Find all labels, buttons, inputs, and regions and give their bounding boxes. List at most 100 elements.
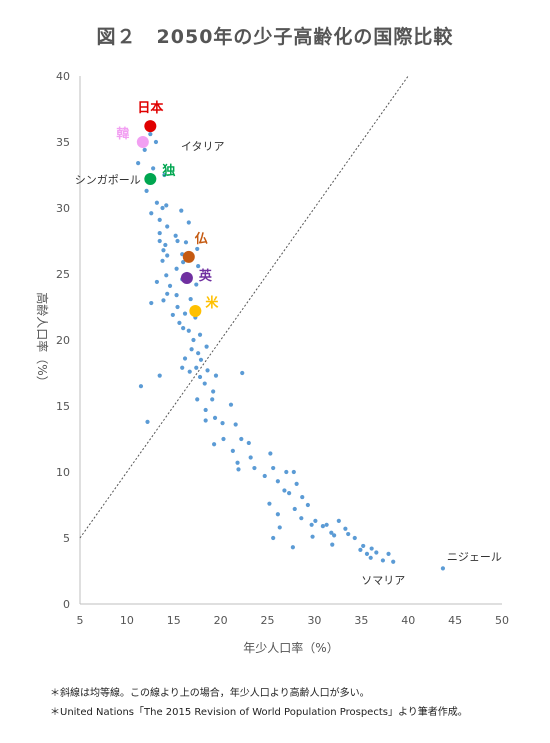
data-point (267, 501, 272, 506)
data-point (180, 365, 185, 370)
y-tick-label: 5 (63, 532, 70, 545)
data-point (440, 566, 446, 571)
x-tick-label: 15 (167, 614, 181, 627)
data-point (299, 516, 304, 521)
data-point (313, 518, 318, 523)
data-point (332, 533, 337, 538)
x-tick-label: 10 (120, 614, 134, 627)
data-point (189, 347, 194, 352)
data-point (148, 131, 153, 137)
data-point (291, 469, 296, 475)
data-point (177, 320, 182, 325)
data-point (368, 555, 373, 560)
highlight-point (136, 136, 149, 148)
data-point (213, 373, 219, 378)
data-point (186, 220, 191, 225)
data-point (182, 311, 188, 316)
highlight-point (180, 271, 193, 284)
y-tick-label: 15 (56, 400, 70, 413)
x-tick-label: 5 (77, 614, 84, 627)
data-point (203, 407, 208, 413)
data-point (181, 260, 186, 265)
data-point (374, 550, 379, 555)
data-point (228, 402, 234, 407)
data-point (161, 248, 166, 253)
data-point (173, 233, 178, 238)
data-point (165, 224, 170, 229)
data-point (170, 312, 175, 318)
x-axis-label: 年少人口率（%） (243, 640, 338, 655)
data-point (182, 356, 188, 361)
data-point (194, 365, 199, 370)
country-label: 韓 (116, 126, 129, 142)
data-point (236, 467, 241, 472)
data-point (369, 546, 374, 551)
data-point (352, 535, 357, 541)
data-point (154, 200, 159, 205)
data-point (361, 543, 366, 549)
data-point (197, 374, 203, 380)
y-tick-label: 0 (63, 598, 70, 611)
data-point (275, 479, 280, 484)
data-point (284, 469, 289, 475)
data-point (157, 217, 162, 222)
data-point (191, 337, 196, 343)
note-source: ＊United Nations「The 2015 Revision of Wor… (50, 707, 468, 718)
data-point (167, 283, 173, 288)
highlight-point (144, 120, 157, 133)
data-point (391, 559, 396, 564)
data-point (212, 442, 217, 447)
data-point (240, 370, 245, 376)
data-point (205, 368, 210, 373)
data-point (197, 332, 203, 337)
data-point (248, 455, 253, 460)
data-point (239, 436, 244, 442)
y-tick-label: 40 (56, 70, 70, 83)
data-point (196, 351, 201, 356)
equality-line (79, 75, 409, 539)
y-tick-label: 30 (56, 202, 70, 215)
highlight-point (182, 250, 195, 263)
data-point (136, 161, 141, 166)
y-tick-label: 10 (56, 466, 70, 479)
data-point (164, 203, 169, 208)
country-label: 独 (162, 163, 175, 179)
highlight-point (189, 304, 202, 317)
data-point (153, 139, 159, 145)
data-point (358, 547, 363, 552)
data-point (161, 298, 166, 303)
data-point (187, 369, 192, 374)
data-point (346, 531, 351, 537)
data-point (195, 397, 200, 402)
data-point (282, 488, 287, 493)
data-point (160, 205, 165, 211)
data-point (300, 494, 305, 500)
data-point (262, 473, 267, 479)
data-point (198, 357, 204, 362)
data-point (294, 481, 299, 486)
x-tick-label: 20 (214, 614, 228, 627)
data-point (196, 263, 201, 269)
data-point (364, 551, 370, 556)
data-point (165, 291, 170, 296)
data-point (252, 465, 257, 471)
data-point (324, 522, 329, 527)
scatter-chart: 5 10 15 20 25 30 35 40 45 500510152025303540年少人口率… (35, 70, 509, 655)
data-point (163, 242, 168, 248)
data-point (336, 518, 341, 523)
data-point (275, 512, 280, 517)
data-point (211, 389, 216, 394)
highlight-point (144, 172, 157, 185)
data-point (292, 506, 297, 512)
data-point (162, 172, 167, 178)
y-axis-label: 高齢人口率（%） (35, 292, 50, 387)
data-point (221, 436, 226, 442)
data-point (149, 211, 154, 216)
data-point (290, 545, 295, 550)
data-point (277, 525, 282, 530)
data-point (212, 415, 218, 420)
data-point (268, 451, 273, 456)
data-point (230, 448, 235, 453)
data-point (154, 279, 159, 285)
data-point (386, 551, 391, 556)
